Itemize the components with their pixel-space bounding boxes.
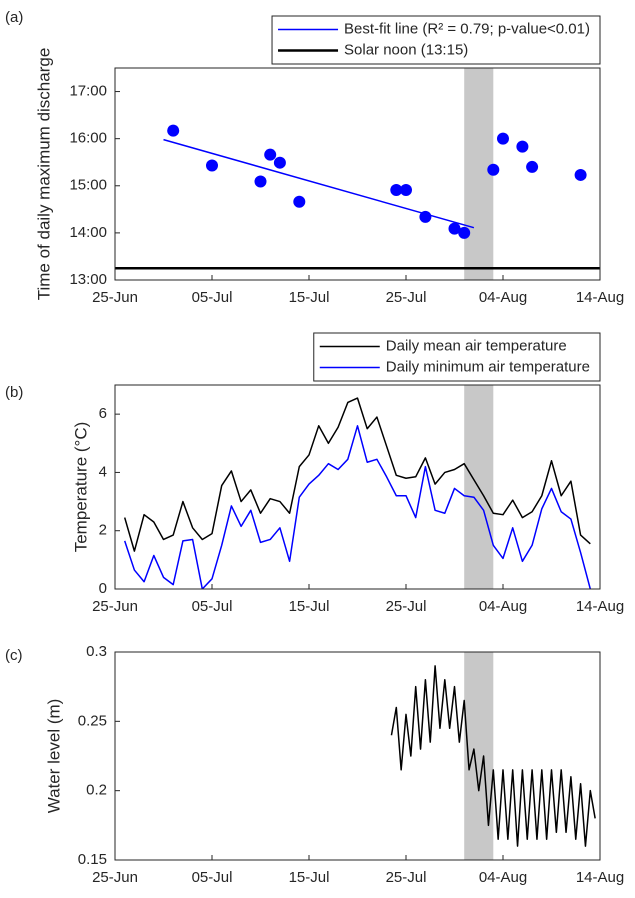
y-tick-label: 4: [99, 463, 107, 480]
data-point: [526, 160, 539, 173]
data-point: [264, 148, 277, 161]
y-tick-label: 15:00: [69, 177, 107, 194]
x-tick-label: 14-Aug: [576, 869, 624, 886]
axes-box: [114, 67, 601, 281]
panel: (b) Temperature (°C) 25-Jun 05-Jul 15-Jul 25-…: [5, 332, 624, 615]
legend-box: [271, 15, 601, 65]
legend-box: [313, 332, 601, 382]
x-tick-label: 15-Jul: [289, 289, 330, 306]
legend-label: Daily minimum air temperature: [386, 358, 590, 375]
legend-label: Daily mean air temperature: [386, 337, 567, 354]
x-tick-label: 05-Jul: [192, 598, 233, 615]
y-axis-label: Water level (m): [44, 699, 63, 814]
data-point: [574, 168, 587, 181]
y-tick-label: 0: [99, 580, 107, 597]
y-tick-label: 2: [99, 522, 107, 539]
x-tick-label: 15-Jul: [289, 598, 330, 615]
y-tick-label: 6: [99, 405, 107, 422]
data-line: [123, 397, 591, 552]
data-point: [390, 184, 403, 197]
x-tick-label: 14-Aug: [576, 289, 624, 306]
legend-label: Best-fit line (R² = 0.79; p-value<0.01): [344, 20, 590, 37]
y-tick-label: 17:00: [69, 83, 107, 100]
data-point: [400, 184, 412, 197]
plot-content: [390, 665, 596, 847]
data-line: [123, 425, 592, 589]
y-tick-label: 14:00: [69, 224, 107, 241]
y-tick-label: 0.25: [78, 712, 107, 729]
plot-content: [123, 397, 592, 589]
plot-area: [115, 385, 600, 589]
data-point: [273, 156, 286, 169]
x-tick-label: 25-Jul: [386, 869, 427, 886]
y-tick-label: 16:00: [69, 130, 107, 147]
plot-area: [115, 68, 600, 280]
x-tick-label: 25-Jun: [92, 289, 138, 306]
axes-box: [114, 384, 601, 590]
data-point: [516, 140, 529, 153]
x-tick-label: 25-Jul: [386, 289, 427, 306]
data-point: [206, 159, 218, 172]
y-axis-label: Temperature (°C): [71, 422, 90, 553]
data-point: [487, 163, 500, 176]
axes-box: [114, 651, 601, 861]
data-point: [419, 210, 432, 223]
x-tick-label: 05-Jul: [192, 869, 233, 886]
x-tick-label: 25-Jun: [92, 869, 138, 886]
data-point: [458, 226, 471, 239]
panel: (c) Water level (m) 25-Jun 05-Jul 15-Jul 25-J…: [5, 643, 624, 886]
legend-label: Solar noon (13:15): [344, 41, 468, 58]
x-tick-label: 04-Aug: [479, 598, 527, 615]
x-tick-label: 15-Jul: [289, 869, 330, 886]
x-tick-label: 25-Jul: [386, 598, 427, 615]
x-tick-label: 04-Aug: [479, 289, 527, 306]
panel-label: (a): [5, 9, 23, 26]
y-tick-label: 13:00: [69, 271, 107, 288]
x-tick-label: 04-Aug: [479, 869, 527, 886]
y-tick-label: 0.15: [78, 851, 107, 868]
data-point: [448, 222, 461, 235]
data-line: [390, 665, 596, 847]
data-point: [167, 124, 180, 137]
panel-label: (b): [5, 384, 23, 401]
y-tick-label: 0.3: [86, 643, 107, 660]
x-tick-label: 25-Jun: [92, 598, 138, 615]
data-point: [497, 132, 509, 145]
panel: (a) Time of daily maximum discharge 25-Jun…: [5, 9, 624, 306]
data-point: [254, 175, 267, 188]
x-tick-label: 05-Jul: [192, 289, 233, 306]
data-point: [293, 195, 306, 208]
panel-label: (c): [5, 647, 23, 664]
y-tick-label: 0.2: [86, 782, 107, 799]
y-axis-label: Time of daily maximum discharge: [34, 48, 53, 301]
x-tick-label: 14-Aug: [576, 598, 624, 615]
shaded-period: [464, 68, 494, 280]
